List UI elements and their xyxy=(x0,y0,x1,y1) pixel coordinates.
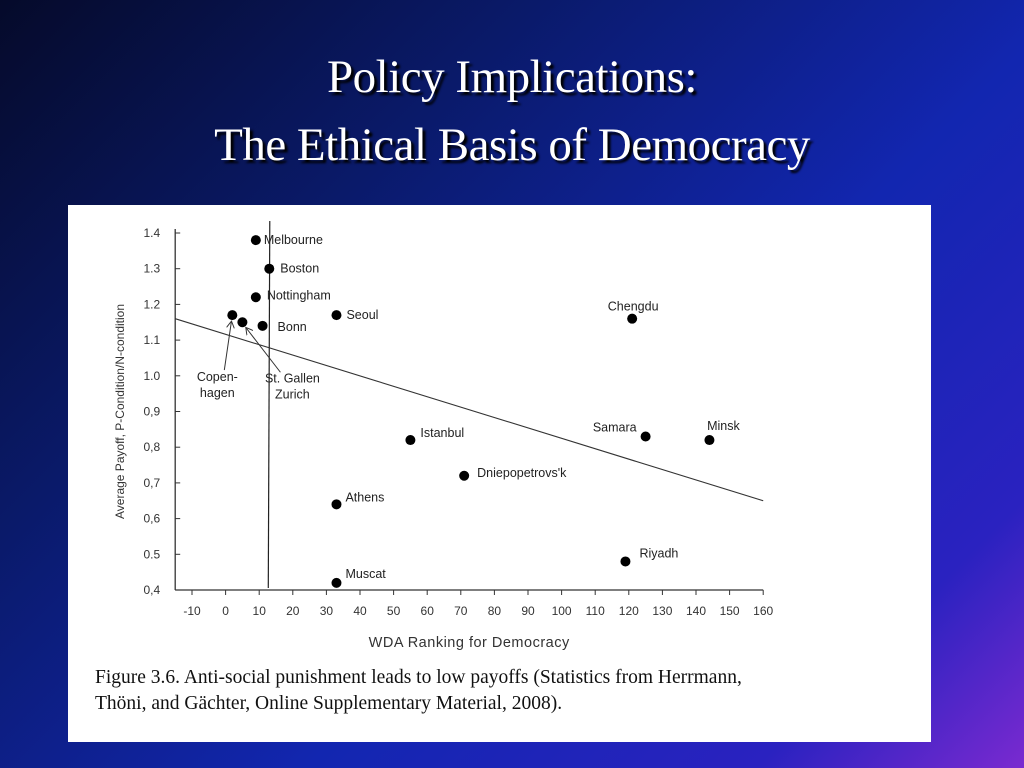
trend-line xyxy=(175,318,764,502)
data-point xyxy=(704,435,715,446)
y-axis-label: Average Payoff, P-Condition/N-condition xyxy=(113,304,127,519)
point-label: Melbourne xyxy=(264,233,323,247)
slide-title-line2: The Ethical Basis of Democracy xyxy=(214,119,810,171)
x-tick-label: 160 xyxy=(753,604,773,618)
x-axis-label: WDA Ranking for Democracy xyxy=(369,635,570,651)
data-point xyxy=(331,577,342,588)
data-point xyxy=(331,310,342,321)
y-tick-label: 0,7 xyxy=(144,476,161,490)
point-label: Athens xyxy=(345,490,384,504)
x-tick-label: 50 xyxy=(387,604,401,618)
point-label: Copen-hagen xyxy=(197,370,238,400)
figure-caption: Figure 3.6. Anti-social punishment leads… xyxy=(95,665,915,717)
point-label: Riyadh xyxy=(639,546,678,560)
data-point xyxy=(627,313,638,324)
y-tick-label: 0,6 xyxy=(144,512,161,526)
point-label: Nottingham xyxy=(267,288,331,302)
st-gallen-zurich-arrow xyxy=(246,328,281,373)
x-tick-label: 40 xyxy=(353,604,367,618)
y-tick-label: 0.5 xyxy=(144,547,161,561)
x-tick-label: 80 xyxy=(488,604,502,618)
point-label: Minsk xyxy=(707,419,740,433)
x-tick-label: 120 xyxy=(619,604,639,618)
x-tick-label: 60 xyxy=(421,604,435,618)
x-tick-label: 100 xyxy=(552,604,572,618)
y-tick-label: 0,4 xyxy=(144,583,161,597)
data-point xyxy=(250,235,261,246)
data-point xyxy=(264,263,275,274)
x-tick-label: 150 xyxy=(720,604,740,618)
x-tick-label: 110 xyxy=(586,604,605,618)
y-tick-label: 1.3 xyxy=(144,262,161,276)
data-point xyxy=(405,435,416,446)
scatter-chart: 1.4 1.3 1.2 1.1 1.0 0,9 0,8 0,7 0,6 0.5 0,4 -10 0 10 2… xyxy=(113,220,774,651)
point-label: St. Gallen Zurich xyxy=(265,371,320,401)
caption-line1: Figure 3.6. Anti-social punishment leads… xyxy=(95,667,742,688)
x-tick-label: 130 xyxy=(652,604,672,618)
figure-panel: 1.4 1.3 1.2 1.1 1.0 0,9 0,8 0,7 0,6 0.5 0,4 -10 0 10 2… xyxy=(68,205,931,742)
point-label: Boston xyxy=(280,262,319,276)
copenhagen-arrow xyxy=(223,322,231,371)
x-tick-label: -10 xyxy=(183,604,201,618)
vertical-reference-line xyxy=(267,220,271,589)
point-label: Seoul xyxy=(346,308,378,322)
y-tick-label: 1.0 xyxy=(144,369,161,383)
data-point xyxy=(237,317,248,328)
y-tick-label: 1.1 xyxy=(144,333,161,347)
point-label: Chengdu xyxy=(608,300,659,314)
data-point xyxy=(250,292,261,303)
data-point xyxy=(620,556,631,567)
data-point xyxy=(331,499,342,510)
data-point xyxy=(459,470,470,481)
x-tick-label: 90 xyxy=(521,604,535,618)
y-tick-label: 0,8 xyxy=(144,440,161,454)
data-point xyxy=(640,431,651,442)
point-label: Istanbul xyxy=(420,426,464,440)
x-tick-label: 0 xyxy=(222,604,229,618)
data-point xyxy=(257,320,268,331)
caption-line2: Thöni, and Gächter, Online Supplementary… xyxy=(95,693,563,714)
x-tick-label: 70 xyxy=(454,604,468,618)
point-label: Dniepopetrovs'k xyxy=(477,466,567,480)
x-tick-label: 10 xyxy=(253,604,267,618)
data-point xyxy=(227,310,238,321)
slide-title-line1: Policy Implications: xyxy=(327,51,697,103)
point-label: Bonn xyxy=(278,320,307,334)
x-tick-label: 140 xyxy=(686,604,706,618)
y-tick-label: 1.2 xyxy=(144,297,161,311)
y-tick-label: 1.4 xyxy=(144,226,161,240)
y-tick-label: 0,9 xyxy=(144,405,161,419)
x-tick-label: 30 xyxy=(320,604,334,618)
point-label: Muscat xyxy=(345,567,386,581)
point-label: Samara xyxy=(593,420,637,434)
x-tick-label: 20 xyxy=(286,604,300,618)
